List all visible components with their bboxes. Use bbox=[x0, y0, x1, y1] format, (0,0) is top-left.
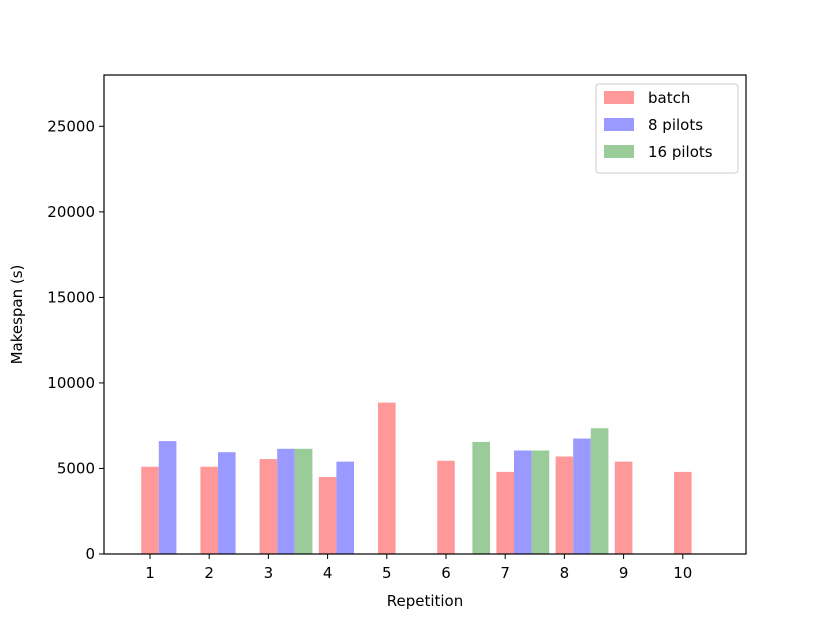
bar-8-pilots-rep-3 bbox=[277, 448, 295, 554]
y-axis-label: Makespan (s) bbox=[8, 265, 26, 365]
bar-8-pilots-rep-2 bbox=[218, 452, 236, 554]
bar-batch-rep-6 bbox=[437, 460, 455, 554]
y-axis-ticks: 0 5000 10000 15000 20000 25000 bbox=[47, 117, 104, 563]
legend-label-8-pilots: 8 pilots bbox=[648, 116, 703, 134]
x-tick-label: 9 bbox=[619, 564, 629, 582]
y-tick-label: 20000 bbox=[47, 203, 95, 221]
bar-batch-rep-9 bbox=[614, 461, 633, 554]
legend-swatch-batch bbox=[604, 91, 634, 104]
plot-frame bbox=[103, 74, 747, 555]
y-tick-label: 10000 bbox=[47, 374, 95, 392]
y-tick-label: 15000 bbox=[47, 288, 95, 306]
bar-16-pilots-rep-7 bbox=[531, 450, 550, 554]
x-tick-label: 6 bbox=[441, 564, 451, 582]
bar-batch-rep-8 bbox=[555, 456, 574, 554]
bar-8-pilots-rep-8 bbox=[573, 438, 591, 554]
x-tick-label: 5 bbox=[382, 564, 392, 582]
bar-8-pilots-rep-4 bbox=[336, 461, 354, 554]
x-tick-label: 3 bbox=[264, 564, 274, 582]
legend-label-16-pilots: 16 pilots bbox=[648, 143, 713, 161]
legend: batch 8 pilots 16 pilots bbox=[595, 83, 739, 174]
x-axis-ticks: 1 2 3 4 5 6 7 8 9 10 bbox=[145, 554, 692, 582]
bar-8-pilots-rep-7 bbox=[514, 450, 532, 554]
y-tick-label: 0 bbox=[85, 545, 95, 563]
bar-batch-rep-2 bbox=[200, 466, 218, 554]
bar-batch-rep-5 bbox=[378, 402, 396, 554]
x-tick-label: 7 bbox=[500, 564, 510, 582]
x-tick-label: 4 bbox=[323, 564, 333, 582]
x-tick-label: 1 bbox=[145, 564, 155, 582]
x-tick-label: 10 bbox=[673, 564, 692, 582]
bar-batch-rep-4 bbox=[318, 477, 337, 554]
legend-swatch-8-pilots bbox=[604, 118, 634, 131]
legend-label-batch: batch bbox=[648, 89, 690, 107]
bar-batch-rep-1 bbox=[141, 466, 159, 554]
x-axis-label: Repetition bbox=[387, 592, 464, 610]
y-tick-label: 5000 bbox=[57, 459, 95, 477]
bar-16-pilots-rep-8 bbox=[590, 428, 609, 554]
x-tick-label: 2 bbox=[204, 564, 214, 582]
y-tick-label: 25000 bbox=[47, 117, 95, 135]
legend-swatch-16-pilots bbox=[604, 145, 634, 158]
bar-16-pilots-rep-6 bbox=[472, 441, 490, 554]
x-tick-label: 8 bbox=[560, 564, 570, 582]
bar-batch-rep-10 bbox=[674, 471, 692, 554]
bar-8-pilots-rep-1 bbox=[158, 441, 177, 554]
bar-batch-rep-3 bbox=[259, 459, 278, 554]
bar-batch-rep-7 bbox=[496, 471, 514, 554]
bar-16-pilots-rep-3 bbox=[294, 448, 313, 554]
bars-group bbox=[141, 402, 692, 554]
